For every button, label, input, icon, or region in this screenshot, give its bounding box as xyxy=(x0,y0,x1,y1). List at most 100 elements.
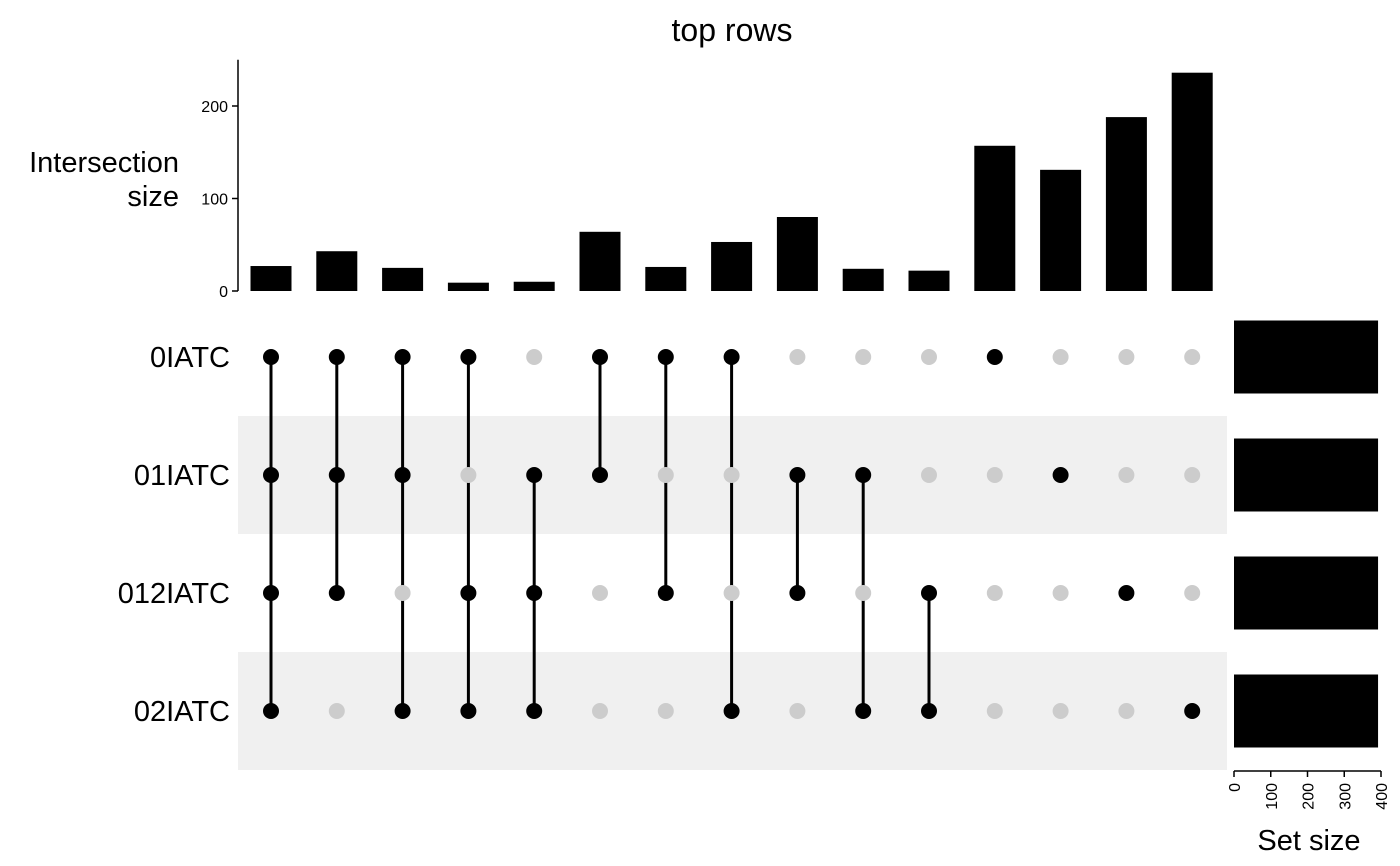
intersection-dot-inactive xyxy=(328,703,345,719)
intersection-size-axis-title-line1: Intersection xyxy=(29,147,179,179)
set-size-bar xyxy=(1234,556,1379,630)
intersection-bar xyxy=(513,281,555,291)
intersection-dot-inactive xyxy=(789,349,806,365)
intersection-bar xyxy=(1040,169,1082,291)
intersection-dot-active xyxy=(1184,703,1201,719)
intersection-dot-active xyxy=(855,703,872,719)
intersection-bar xyxy=(1171,72,1213,291)
intersection-bar xyxy=(382,267,424,291)
set-label: 0IATC xyxy=(150,342,230,374)
set-size-bars xyxy=(1234,320,1379,748)
chart-title: top rows xyxy=(672,12,793,48)
intersection-dot-inactive xyxy=(1184,467,1201,483)
intersection-dot-active xyxy=(855,467,872,483)
intersection-dot-active xyxy=(394,349,411,365)
intersection-dot-active xyxy=(526,467,543,483)
set-size-axis-tick-label: 100 xyxy=(1264,783,1281,810)
intersection-dot-inactive xyxy=(1118,703,1135,719)
intersection-bar xyxy=(645,266,687,291)
intersection-dot-active xyxy=(921,585,937,601)
intersection-bar xyxy=(711,241,753,291)
intersection-dot-inactive xyxy=(1052,703,1069,719)
set-size-axis: 0 100 200 300 400 xyxy=(1227,770,1391,810)
intersection-bar xyxy=(974,145,1016,291)
intersection-dot-active xyxy=(921,703,937,719)
intersection-dot-active xyxy=(789,585,806,601)
intersection-bar xyxy=(776,217,818,291)
intersection-dot-inactive xyxy=(921,467,937,483)
intersection-bars xyxy=(250,72,1213,291)
set-size-bar xyxy=(1234,674,1379,748)
intersection-dot-active xyxy=(657,585,674,601)
intersection-dot-active xyxy=(394,467,411,483)
intersection-dot-inactive xyxy=(1052,585,1069,601)
set-size-axis-tick-label: 300 xyxy=(1337,783,1354,810)
set-size-bar xyxy=(1234,320,1379,394)
set-size-axis-tick-label: 0 xyxy=(1227,783,1244,792)
intersection-dot-active xyxy=(263,349,279,365)
intersection-dot-inactive xyxy=(526,349,543,365)
intersection-dot-active xyxy=(328,585,345,601)
intersection-dot-active xyxy=(328,467,345,483)
intersection-dot-inactive xyxy=(460,467,477,483)
intersection-dot-active xyxy=(526,585,543,601)
intersection-dot-inactive xyxy=(1052,349,1069,365)
intersection-dot-inactive xyxy=(1118,467,1135,483)
intersection-dot-inactive xyxy=(1184,349,1201,365)
intersection-dot-active xyxy=(460,585,477,601)
set-size-axis-tick-label: 200 xyxy=(1301,783,1318,810)
intersection-dot-active xyxy=(723,349,740,365)
intersection-dot-inactive xyxy=(789,703,806,719)
intersection-dot-active xyxy=(460,703,477,719)
intersection-axis-tick-label: 100 xyxy=(201,192,228,209)
intersection-dot-inactive xyxy=(855,585,872,601)
intersection-dot-active xyxy=(263,585,279,601)
intersection-dot-inactive xyxy=(657,467,674,483)
intersection-dot-active xyxy=(263,703,279,719)
set-label: 02IATC xyxy=(134,696,230,728)
intersection-dot-inactive xyxy=(723,585,740,601)
intersection-dot-inactive xyxy=(723,467,740,483)
intersection-dot-active xyxy=(986,349,1003,365)
intersection-bar xyxy=(316,251,358,291)
intersection-axis-tick-label: 0 xyxy=(219,284,228,301)
intersection-dot-active xyxy=(328,349,345,365)
intersection-dot-active xyxy=(263,467,279,483)
intersection-dot-inactive xyxy=(986,585,1003,601)
intersection-dot-active xyxy=(723,703,740,719)
intersection-dot-inactive xyxy=(986,467,1003,483)
intersection-dot-active xyxy=(592,467,608,483)
intersection-dot-active xyxy=(1052,467,1069,483)
set-label: 012IATC xyxy=(118,578,230,610)
intersection-dot-inactive xyxy=(1184,585,1201,601)
intersection-dot-inactive xyxy=(394,585,411,601)
set-size-axis-tick-label: 400 xyxy=(1374,783,1391,810)
intersection-matrix xyxy=(263,349,1201,719)
intersection-bar xyxy=(1105,117,1147,291)
intersection-bar xyxy=(908,270,950,291)
intersection-dot-inactive xyxy=(657,703,674,719)
intersection-dot-inactive xyxy=(592,703,608,719)
intersection-dot-active xyxy=(789,467,806,483)
intersection-dot-inactive xyxy=(592,585,608,601)
intersection-bar xyxy=(842,268,884,291)
set-labels: 0IATC 01IATC 012IATC 02IATC xyxy=(118,342,230,728)
intersection-dot-active xyxy=(394,703,411,719)
intersection-size-axis-title-line2: size xyxy=(127,181,179,213)
intersection-axis-tick-label: 200 xyxy=(201,99,228,116)
intersection-bar xyxy=(250,266,292,291)
intersection-dot-active xyxy=(657,349,674,365)
set-label: 01IATC xyxy=(134,460,230,492)
intersection-dot-inactive xyxy=(986,703,1003,719)
set-size-bar xyxy=(1234,438,1379,512)
intersection-dot-inactive xyxy=(1118,349,1135,365)
intersection-size-axis: 0 100 200 xyxy=(201,59,239,301)
intersection-dot-active xyxy=(460,349,477,365)
intersection-dot-active xyxy=(526,703,543,719)
intersection-bar xyxy=(579,231,621,291)
intersection-dot-active xyxy=(592,349,608,365)
intersection-dot-active xyxy=(1118,585,1135,601)
intersection-dot-inactive xyxy=(921,349,937,365)
intersection-bar xyxy=(447,282,489,291)
